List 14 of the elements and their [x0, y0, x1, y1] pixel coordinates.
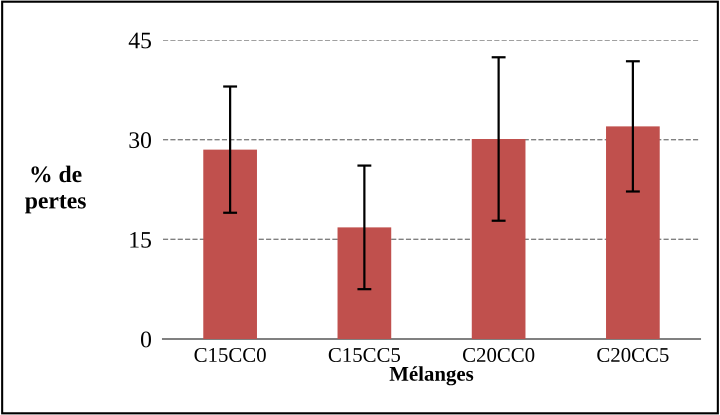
x-tick-label: C15CC5	[328, 348, 400, 362]
x-tick-label: C20CC5	[597, 348, 669, 362]
x-tick-label: C15CC0	[194, 348, 266, 362]
y-axis-title: % de pertes	[25, 166, 86, 214]
bar	[338, 227, 392, 339]
x-tick-label: C20CC0	[463, 348, 534, 362]
bar	[472, 139, 526, 339]
bar	[203, 150, 257, 339]
y-tick-label: 45	[128, 32, 151, 48]
x-axis-title: Mélanges	[390, 366, 474, 386]
y-tick-label: 30	[129, 132, 151, 148]
y-tick-label: 0	[140, 331, 151, 348]
bar	[606, 126, 660, 339]
y-tick-label: 15	[130, 232, 151, 248]
